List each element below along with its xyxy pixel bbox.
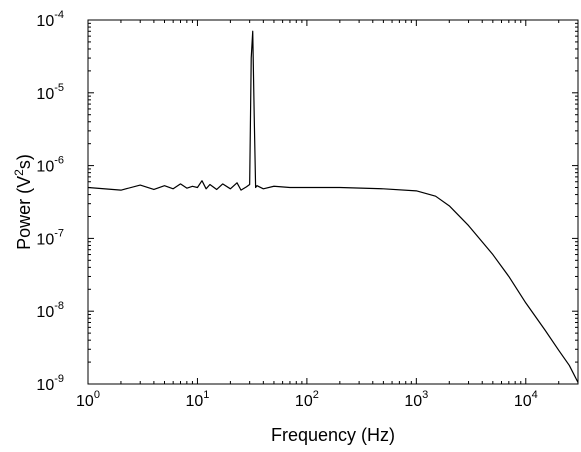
x-tick-label-base: 10: [295, 393, 313, 410]
y-tick-label: 10-5: [36, 82, 64, 103]
plot-frame: [87, 19, 579, 385]
x-tick-label-base: 10: [76, 393, 94, 410]
y-tick-label-base: 10: [36, 159, 54, 176]
x-tick-label-base: 10: [404, 393, 422, 410]
y-tick-label-exp: -6: [54, 155, 64, 167]
y-tick-label-exp: -4: [54, 9, 64, 21]
y-tick-label: 10-6: [36, 155, 64, 176]
y-tick-label: 10-9: [36, 373, 64, 394]
x-tick-label: 101: [185, 389, 209, 410]
x-tick-label-exp: 4: [532, 389, 538, 401]
y-tick-label-exp: -5: [54, 82, 64, 94]
series-line-0: [87, 30, 579, 383]
series-layer: [87, 30, 579, 383]
y-tick-label-exp: -9: [54, 373, 64, 385]
x-tick-label-exp: 2: [313, 389, 319, 401]
y-axis-label: Power (V2s): [12, 154, 34, 250]
y-tick-label-base: 10: [36, 304, 54, 321]
x-tick-label: 104: [514, 389, 538, 410]
x-tick-label-exp: 3: [422, 389, 428, 401]
plot-area: [88, 20, 578, 384]
x-tick-label: 102: [295, 389, 319, 410]
x-tick-label: 100: [76, 389, 100, 410]
y-tick-label-base: 10: [36, 13, 54, 30]
y-axis-label-pre: Power (V: [14, 176, 34, 250]
x-tick-label-exp: 0: [94, 389, 100, 401]
x-tick-label: 103: [404, 389, 428, 410]
y-tick-label-base: 10: [36, 377, 54, 394]
x-tick-label-base: 10: [185, 393, 203, 410]
x-axis-label: Frequency (Hz): [271, 425, 395, 445]
y-tick-label-exp: -8: [54, 300, 64, 312]
y-tick-label: 10-4: [36, 9, 64, 30]
y-axis-label-post: s): [14, 154, 34, 169]
y-axis-label-sup: 2: [12, 169, 26, 176]
x-ticks: 100 101 102 103 104: [76, 20, 560, 410]
y-tick-label: 10-7: [36, 227, 64, 248]
y-tick-label-exp: -7: [54, 227, 64, 239]
y-tick-label-base: 10: [36, 86, 54, 103]
y-tick-label: 10-8: [36, 300, 64, 321]
x-tick-label-base: 10: [514, 393, 532, 410]
y-ticks: 10-910-810-710-610-510-4: [36, 9, 578, 394]
y-tick-label-base: 10: [36, 231, 54, 248]
x-tick-label-exp: 1: [203, 389, 209, 401]
